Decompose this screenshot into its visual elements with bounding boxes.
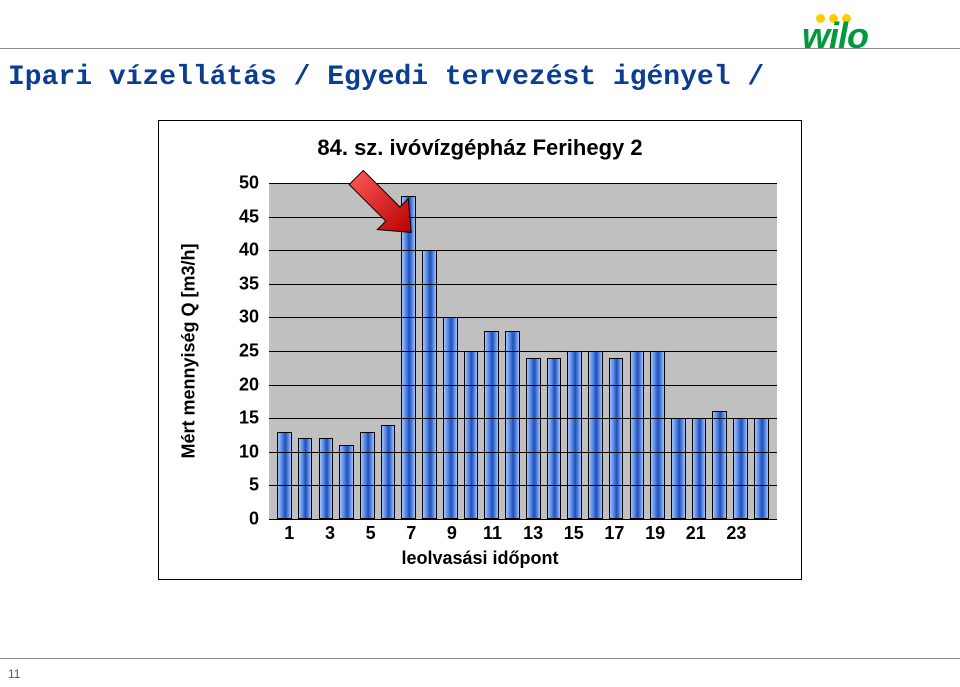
bar <box>464 351 479 519</box>
bar <box>360 432 375 519</box>
gridline <box>269 385 777 386</box>
page-number: 11 <box>8 667 20 681</box>
bar <box>381 425 396 519</box>
bar <box>754 418 769 519</box>
gridline <box>269 519 777 520</box>
gridline <box>269 317 777 318</box>
x-tick-label: 5 <box>366 523 376 544</box>
header-rule <box>0 48 960 49</box>
page-title: Ipari vízellátás / Egyedi tervezést igén… <box>8 62 764 93</box>
chart-frame: 84. sz. ivóvízgépház Ferihegy 2 Mért men… <box>158 120 802 580</box>
y-tick-label: 30 <box>239 307 259 328</box>
x-tick-label: 11 <box>483 523 502 544</box>
bar <box>319 438 334 519</box>
bar <box>339 445 354 519</box>
x-tick-label: 15 <box>564 523 584 544</box>
footer-rule <box>0 658 960 659</box>
y-tick-label: 25 <box>239 341 259 362</box>
bar <box>401 196 416 519</box>
bar <box>526 358 541 519</box>
y-tick-label: 15 <box>239 408 259 429</box>
bar <box>567 351 582 519</box>
x-tick-label: 19 <box>645 523 665 544</box>
bar <box>588 351 603 519</box>
x-axis-label: leolvasási időpont <box>401 548 558 569</box>
bar <box>733 418 748 519</box>
x-axis-ticks: 1357911131517192123 <box>269 521 777 545</box>
y-tick-label: 10 <box>239 441 259 462</box>
gridline <box>269 418 777 419</box>
gridline <box>269 485 777 486</box>
bar <box>712 411 727 519</box>
brand-logo: wilo <box>802 10 932 52</box>
chart-title: 84. sz. ivóvízgépház Ferihegy 2 <box>159 135 801 161</box>
x-tick-label: 9 <box>447 523 457 544</box>
x-tick-label: 13 <box>523 523 543 544</box>
gridline <box>269 250 777 251</box>
x-tick-label: 21 <box>686 523 706 544</box>
bar <box>484 331 499 519</box>
plot-area <box>269 183 777 519</box>
bar <box>609 358 624 519</box>
x-tick-label: 3 <box>325 523 335 544</box>
bar <box>277 432 292 519</box>
y-axis-label: Mért mennyiség Q [m3/h] <box>179 243 200 458</box>
y-tick-label: 0 <box>249 509 259 530</box>
bar <box>692 418 707 519</box>
y-axis-ticks: 05101520253035404550 <box>229 183 265 519</box>
plot-wrap: Mért mennyiség Q [m3/h] 0510152025303540… <box>197 183 777 519</box>
bar <box>671 418 686 519</box>
gridline <box>269 217 777 218</box>
x-tick-label: 7 <box>406 523 416 544</box>
gridline <box>269 284 777 285</box>
x-tick-label: 17 <box>604 523 624 544</box>
y-tick-label: 20 <box>239 374 259 395</box>
gridline <box>269 183 777 184</box>
bar <box>505 331 520 519</box>
y-tick-label: 35 <box>239 273 259 294</box>
y-tick-label: 5 <box>249 475 259 496</box>
gridline <box>269 351 777 352</box>
bar <box>547 358 562 519</box>
bar <box>650 351 665 519</box>
x-tick-label: 23 <box>726 523 746 544</box>
bar <box>298 438 313 519</box>
y-tick-label: 45 <box>239 206 259 227</box>
bar <box>630 351 645 519</box>
y-tick-label: 50 <box>239 173 259 194</box>
y-tick-label: 40 <box>239 240 259 261</box>
gridline <box>269 452 777 453</box>
x-tick-label: 1 <box>284 523 294 544</box>
